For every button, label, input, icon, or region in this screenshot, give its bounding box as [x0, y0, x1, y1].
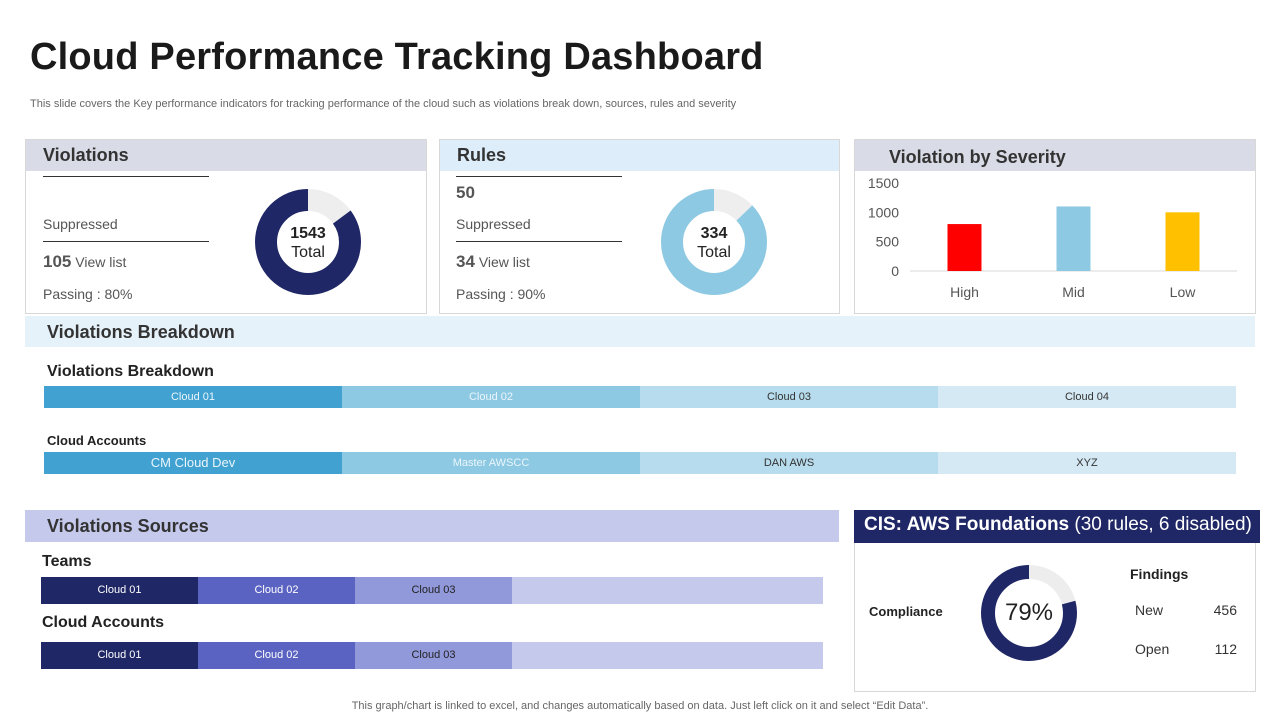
view-list-link[interactable]: View list: [478, 254, 530, 270]
violations-donut: [255, 189, 361, 295]
cis-title: CIS: AWS Foundations: [864, 514, 1070, 535]
page-title: Cloud Performance Tracking Dashboard: [30, 36, 764, 78]
findings-open-value: 112: [1214, 641, 1237, 657]
compliance-label: Compliance: [869, 604, 943, 619]
breakdown-subtitle: Violations Breakdown: [47, 363, 214, 380]
breakdown-cloud-segment[interactable]: Cloud 04: [938, 386, 1236, 408]
cis-header: CIS: AWS Foundations (30 rules, 6 disabl…: [854, 510, 1260, 543]
breakdown-cloud-segment[interactable]: Cloud 03: [640, 386, 938, 408]
y-tick-label: 1000: [868, 204, 899, 220]
source-account-remainder: [512, 642, 823, 669]
y-tick-label: 0: [891, 263, 899, 279]
source-account-segment[interactable]: Cloud 01: [41, 642, 198, 669]
severity-card: Violation by Severity 0 500 1000 1500 High Mi…: [854, 139, 1256, 314]
suppressed-count: 105: [43, 252, 72, 271]
view-list-row[interactable]: 105 View list: [43, 252, 126, 272]
page-subtitle: This slide covers the Key performance in…: [30, 98, 737, 110]
x-tick-label: Mid: [1062, 284, 1085, 300]
rules-donut: [661, 189, 767, 295]
compliance-value: 79%: [1004, 599, 1054, 626]
violations-total-value: 1543: [290, 225, 326, 242]
findings-open-label: Open: [1135, 641, 1170, 657]
rules-total-value: 334: [700, 225, 728, 242]
suppressed-count: 34: [456, 252, 475, 271]
rules-card: Rules 50 Suppressed 34 View list Passing…: [439, 139, 840, 314]
divider: [43, 176, 209, 177]
rules-value: 50: [456, 183, 475, 202]
compliance-donut: [981, 565, 1077, 661]
findings-new-value: 456: [1213, 602, 1237, 618]
view-list-row[interactable]: 34 View list: [456, 252, 530, 272]
violations-card: Violations Suppressed 105 View list Pass…: [25, 139, 427, 314]
violations-total: 1543 Total: [278, 224, 338, 262]
severity-bar-mid: [1056, 206, 1091, 271]
findings-title: Findings: [1130, 566, 1189, 582]
breakdown-account-segment[interactable]: XYZ: [938, 452, 1236, 474]
breakdown-account-segment[interactable]: DAN AWS: [640, 452, 938, 474]
teams-remainder: [512, 577, 823, 604]
cloud-accounts-title: Cloud Accounts: [47, 433, 147, 448]
x-tick-label: Low: [1170, 284, 1197, 300]
breakdown-cloud-segment[interactable]: Cloud 02: [342, 386, 640, 408]
breakdown-cloud-segment[interactable]: Cloud 01: [44, 386, 342, 408]
source-account-segment[interactable]: Cloud 02: [198, 642, 355, 669]
y-tick-label: 1500: [868, 175, 899, 191]
severity-bar-low: [1165, 212, 1200, 271]
divider: [456, 241, 622, 242]
rules-total: 334 Total: [684, 224, 744, 262]
breakdown-account-segment[interactable]: Master AWSCC: [342, 452, 640, 474]
cis-rules-info: (30 rules, 6 disabled): [1069, 514, 1252, 535]
severity-bar-chart: 0 500 1000 1500 High Mid Low: [868, 175, 1237, 300]
divider: [43, 241, 209, 242]
suppressed-label: Suppressed: [43, 216, 118, 232]
y-tick-label: 500: [876, 234, 900, 250]
severity-card-title: Violation by Severity: [855, 140, 1255, 171]
sources-band: Violations Sources: [25, 510, 839, 542]
x-tick-label: High: [950, 284, 979, 300]
breakdown-band: Violations Breakdown: [25, 316, 1255, 347]
footer-note: This graph/chart is linked to excel, and…: [351, 700, 929, 712]
violations-card-title: Violations: [26, 140, 426, 171]
rules-total-label: Total: [697, 244, 731, 261]
divider: [456, 176, 622, 177]
source-account-segment[interactable]: Cloud 03: [355, 642, 512, 669]
findings-new-label: New: [1135, 602, 1164, 618]
teams-segment[interactable]: Cloud 03: [355, 577, 512, 604]
teams-segment[interactable]: Cloud 02: [198, 577, 355, 604]
passing-rate: Passing : 90%: [456, 286, 546, 302]
breakdown-account-segment[interactable]: CM Cloud Dev: [44, 452, 342, 474]
passing-rate: Passing : 80%: [43, 286, 133, 302]
suppressed-label: Suppressed: [456, 216, 531, 232]
cis-card: CIS: AWS Foundations (30 rules, 6 disabl…: [854, 510, 1260, 692]
severity-bar-high: [947, 224, 982, 271]
teams-segment[interactable]: Cloud 01: [41, 577, 198, 604]
teams-title: Teams: [42, 553, 92, 570]
violations-total-label: Total: [291, 244, 325, 261]
view-list-link[interactable]: View list: [75, 254, 127, 270]
rules-card-title: Rules: [440, 140, 839, 171]
sources-accounts-title: Cloud Accounts: [42, 614, 165, 631]
